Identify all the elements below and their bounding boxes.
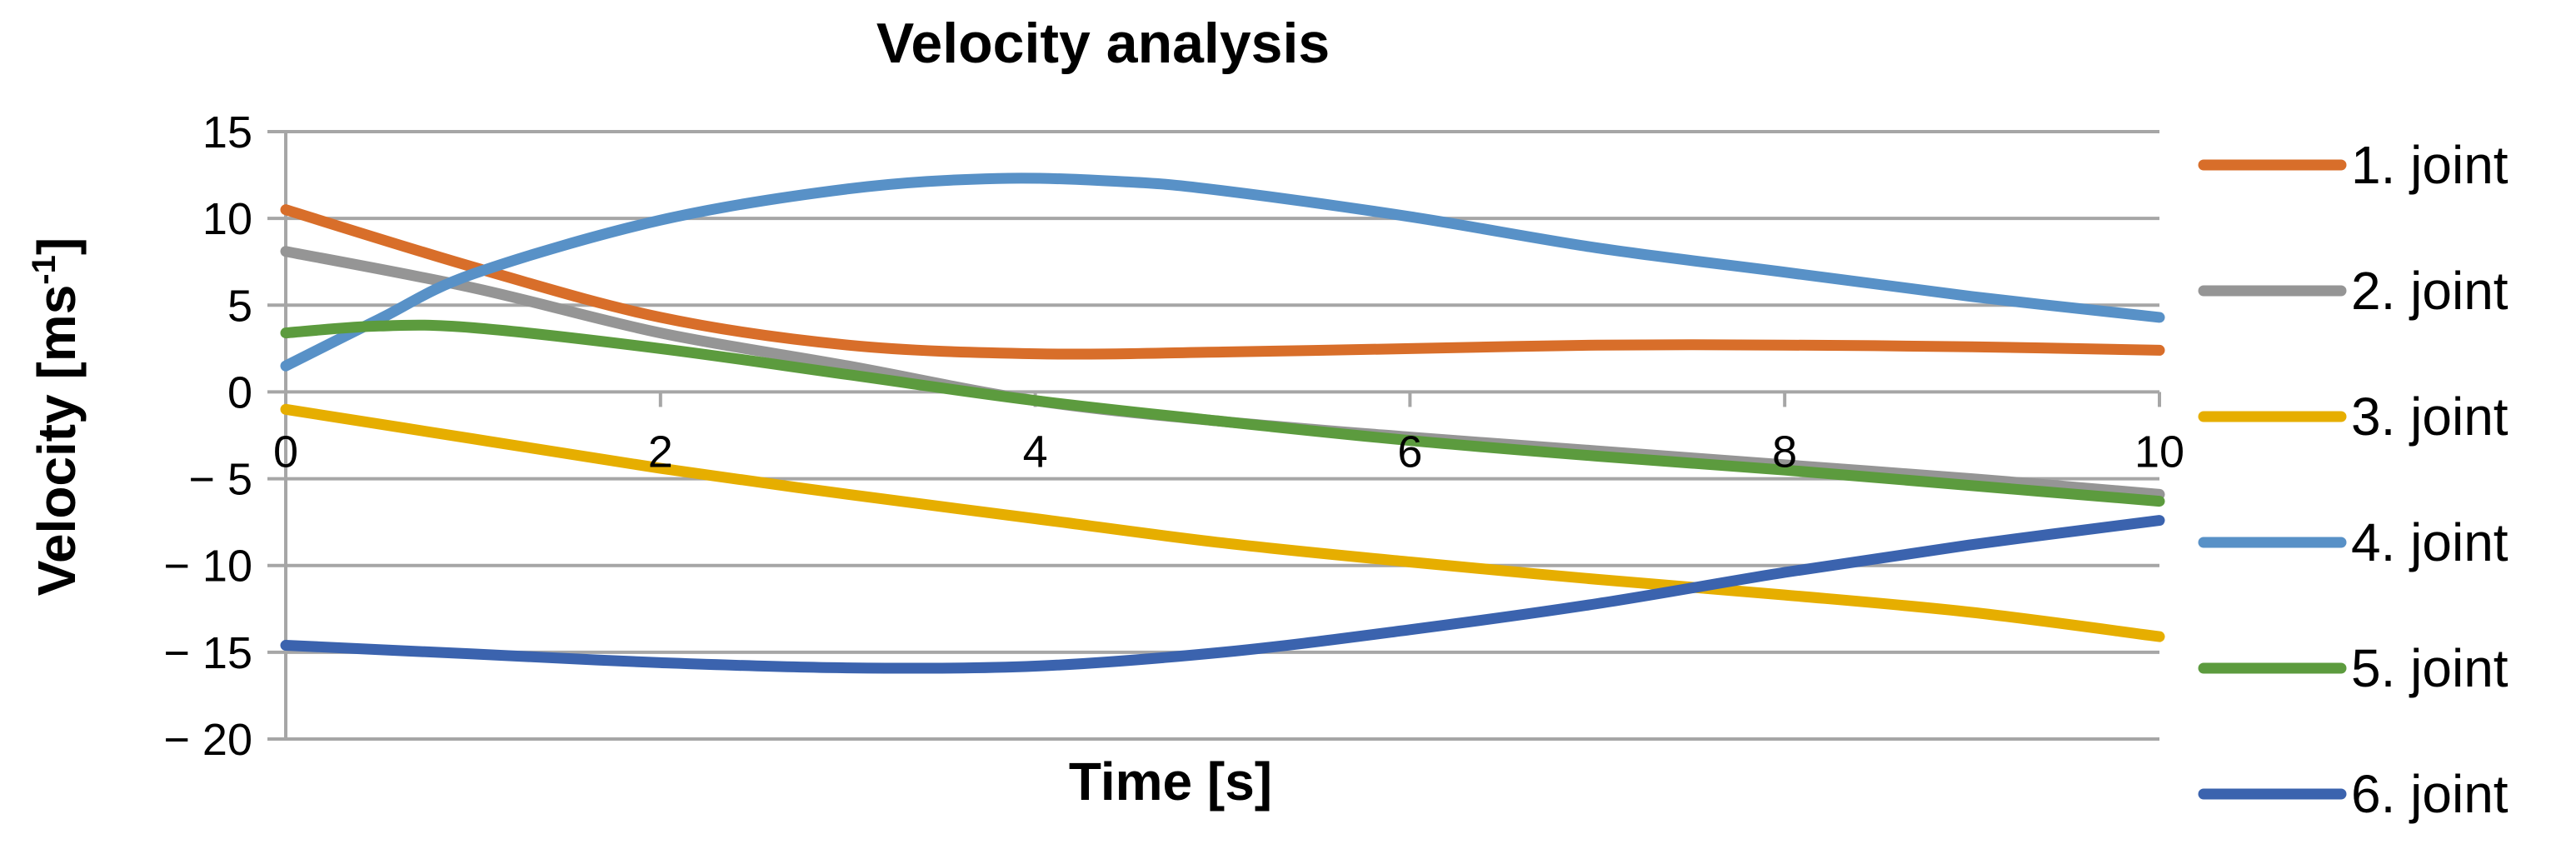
x-tick-label: 10 (2134, 427, 2184, 477)
legend-label-joint-3: 3. joint (2351, 387, 2509, 447)
legend-label-joint-1: 1. joint (2351, 135, 2509, 195)
y-tick-label: 10 (202, 194, 252, 244)
y-axis-title-main: Velocity [ms (27, 285, 87, 597)
x-axis-title: Time [s] (1069, 752, 1272, 812)
y-tick-label: 15 (202, 107, 252, 157)
series-line-joint-5 (280, 319, 2165, 507)
x-tick-label: 2 (648, 427, 673, 477)
x-tick-label: 8 (1772, 427, 1797, 477)
legend-label-joint-4: 4. joint (2351, 512, 2509, 572)
legend-label-joint-6: 6. joint (2351, 764, 2509, 824)
x-tick-label: 6 (1397, 427, 1422, 477)
y-axis-title: Velocity [ms-1] (26, 237, 87, 596)
series-line-joint-3 (280, 403, 2165, 642)
x-tick-labels: 0 2 4 6 8 10 (273, 427, 2184, 477)
y-tick-label: 0 (227, 367, 252, 417)
y-tick-label: − 20 (163, 715, 252, 765)
y-axis-title-close: ] (27, 237, 87, 255)
legend-label-joint-2: 2. joint (2351, 261, 2509, 321)
legend: 1. joint 2. joint 3. joint 4. joint 5. joint… (2198, 135, 2509, 824)
x-tick-label: 0 (273, 427, 298, 477)
y-tick-label: 5 (227, 281, 252, 331)
series-line-joint-6 (280, 515, 2165, 674)
series-lines (280, 172, 2165, 674)
chart-title: Velocity analysis (876, 12, 1330, 75)
y-tick-label: − 5 (188, 455, 252, 505)
series-line-joint-1 (280, 204, 2165, 360)
y-tick-label: − 15 (163, 628, 252, 678)
y-tick-label: − 10 (163, 542, 252, 592)
y-tick-labels: 15 10 5 0 − 5 − 10 − 15 − 20 (163, 107, 252, 765)
series-line-joint-4 (280, 172, 2165, 372)
legend-label-joint-5: 5. joint (2351, 638, 2509, 698)
x-tick-label: 4 (1023, 427, 1048, 477)
y-axis-title-superscript: -1 (26, 255, 62, 285)
